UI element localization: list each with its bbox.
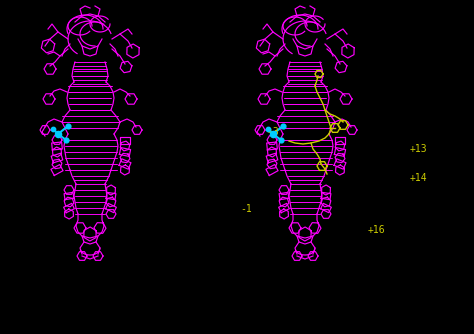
Point — [277, 137, 285, 143]
Point — [279, 123, 287, 129]
Point — [269, 131, 277, 137]
Text: +14: +14 — [410, 173, 428, 183]
Point — [49, 126, 57, 132]
Text: -1: -1 — [241, 204, 253, 214]
Text: +13: +13 — [410, 144, 428, 154]
Point — [64, 123, 72, 129]
Text: +3: +3 — [268, 127, 280, 137]
Point — [62, 137, 70, 143]
Point — [264, 126, 272, 132]
Text: +16: +16 — [367, 225, 385, 235]
Point — [54, 131, 62, 137]
